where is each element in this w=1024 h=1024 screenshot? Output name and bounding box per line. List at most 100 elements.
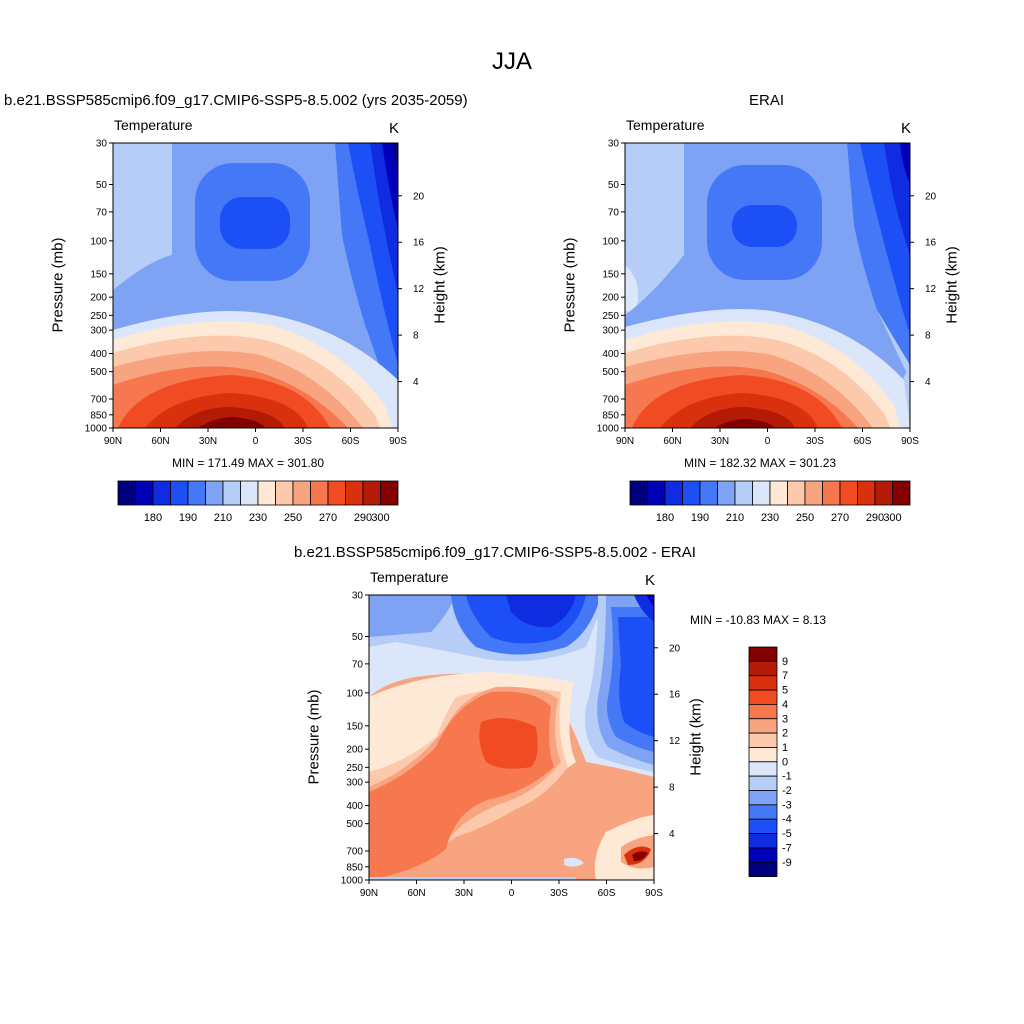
erai-y-axis-title: Pressure (mb) xyxy=(561,237,579,333)
diff-colorbar-label: 0 xyxy=(782,756,788,768)
model-x-tick-label: 30N xyxy=(199,436,217,447)
diff-colorbar-label: -9 xyxy=(782,857,792,869)
model-colorbar-box xyxy=(170,480,189,506)
model-colorbar-label: 250 xyxy=(284,512,302,524)
model-y-tick-label: 300 xyxy=(90,326,107,337)
model-colorbar-box xyxy=(275,480,294,506)
model-colorbar-box xyxy=(187,480,206,506)
erai-colorbar-label: 270 xyxy=(831,512,849,524)
model-colorbar-label: 300 xyxy=(371,512,389,524)
erai-y2-tick-label: 16 xyxy=(925,238,937,249)
model-contour-plot: 305070100150200250300400500700850100090N… xyxy=(85,139,425,448)
diff-colorbar-label: 1 xyxy=(782,742,788,754)
erai-colorbar-box xyxy=(682,480,701,506)
model-y-tick-label: 1000 xyxy=(85,424,108,435)
erai-x-tick-label: 30N xyxy=(711,436,729,447)
diff-colorbar-box xyxy=(748,818,778,834)
erai-x-tick-label: 90N xyxy=(616,436,634,447)
diff-x-tick-label: 90N xyxy=(360,888,378,899)
erai-minmax-label: MIN = 182.32 MAX = 301.23 xyxy=(684,456,837,470)
erai-y-tick-label: 50 xyxy=(608,180,620,191)
diff-colorbar-label: -2 xyxy=(782,785,792,797)
model-colorbar-box xyxy=(310,480,329,506)
erai-y-tick-label: 150 xyxy=(602,269,619,280)
erai-colorbar-box xyxy=(892,480,911,506)
model-x-tick-label: 90S xyxy=(389,436,407,447)
erai-colorbar-box xyxy=(664,480,683,506)
diff-x-tick-label: 0 xyxy=(509,888,515,899)
erai-x-tick-label: 90S xyxy=(901,436,919,447)
erai-colorbar-box xyxy=(647,480,666,506)
model-y2-tick-label: 12 xyxy=(413,284,425,295)
model-y-axis-title: Pressure (mb) xyxy=(49,237,67,333)
diff-variable-label: Temperature xyxy=(370,569,449,585)
diff-colorbar-label: -5 xyxy=(782,828,792,840)
diff-y-tick-label: 100 xyxy=(346,688,363,699)
diff-minmax-label: MIN = -10.83 MAX = 8.13 xyxy=(690,613,827,627)
diff-colorbar-box xyxy=(748,689,778,705)
diff-y-tick-label: 250 xyxy=(346,763,363,774)
erai-y-tick-label: 250 xyxy=(602,311,619,322)
model-colorbar-box xyxy=(205,480,224,506)
model-variable-label: Temperature xyxy=(114,117,193,133)
diff-colorbar-box xyxy=(748,646,778,662)
model-y2-tick-label: 16 xyxy=(413,238,425,249)
model-panel-title: b.e21.BSSP585cmip6.f09_g17.CMIP6-SSP5-8.… xyxy=(4,92,468,109)
diff-colorbar-label: 3 xyxy=(782,713,788,725)
erai-colorbar-box xyxy=(804,480,823,506)
erai-x-tick-label: 60S xyxy=(854,436,872,447)
diff-colorbar-box xyxy=(748,761,778,777)
model-y-tick-label: 700 xyxy=(90,395,107,406)
model-y-tick-label: 100 xyxy=(90,236,107,247)
erai-colorbar-box xyxy=(699,480,718,506)
model-colorbar-label: 230 xyxy=(249,512,267,524)
diff-y-tick-label: 300 xyxy=(346,778,363,789)
diff-y-tick-label: 1000 xyxy=(341,876,364,887)
diff-colorbar: 9 7 5 4 3 2 1 0 -1 -2 -3 -4 -5 -7 -9 xyxy=(748,646,792,878)
erai-y2-tick-label: 8 xyxy=(925,331,931,342)
diff-colorbar-label: -4 xyxy=(782,814,792,826)
diff-x-tick-label: 60N xyxy=(407,888,425,899)
model-colorbar-box xyxy=(380,480,399,506)
erai-y-tick-label: 30 xyxy=(608,139,620,150)
erai-colorbar-box xyxy=(787,480,806,506)
erai-colorbar-box xyxy=(717,480,736,506)
model-y-tick-label: 70 xyxy=(96,207,108,218)
erai-y2-tick-label: 4 xyxy=(925,377,931,388)
model-colorbar-label: 290 xyxy=(354,512,372,524)
diff-colorbar-box xyxy=(748,732,778,748)
diff-y2-tick-label: 16 xyxy=(669,690,681,701)
model-y-tick-label: 150 xyxy=(90,269,107,280)
erai-y-tick-label: 500 xyxy=(602,367,619,378)
erai-colorbar: 180 190 210 230 250 270 290 300 xyxy=(629,480,911,524)
erai-colorbar-label: 250 xyxy=(796,512,814,524)
diff-y2-tick-label: 8 xyxy=(669,783,675,794)
diff-colorbar-label: 5 xyxy=(782,685,788,697)
model-colorbar-box xyxy=(135,480,154,506)
diff-y-tick-label: 400 xyxy=(346,801,363,812)
model-x-tick-label: 0 xyxy=(253,436,259,447)
diff-y2-tick-label: 12 xyxy=(669,736,681,747)
diff-colorbar-box xyxy=(748,660,778,677)
erai-y-tick-label: 700 xyxy=(602,395,619,406)
model-colorbar-label: 180 xyxy=(144,512,162,524)
diff-colorbar-box xyxy=(748,833,778,849)
diff-colorbar-label: 9 xyxy=(782,656,788,668)
diff-contour-plot: 305070100150200250300400500700850100090N… xyxy=(341,591,681,900)
erai-units-label: K xyxy=(901,120,912,137)
erai-panel-title: ERAI xyxy=(749,92,785,109)
model-x-tick-label: 90N xyxy=(104,436,122,447)
diff-colorbar-label: 4 xyxy=(782,699,788,711)
model-y-tick-label: 30 xyxy=(96,139,108,150)
model-colorbar-box xyxy=(327,480,346,506)
erai-y-tick-label: 850 xyxy=(602,410,619,421)
diff-x-tick-label: 30S xyxy=(550,888,568,899)
erai-y-tick-label: 1000 xyxy=(597,424,620,435)
model-y-tick-label: 250 xyxy=(90,311,107,322)
model-y-tick-label: 500 xyxy=(90,367,107,378)
diff-y-tick-label: 150 xyxy=(346,721,363,732)
model-y-tick-label: 50 xyxy=(96,180,108,191)
diff-colorbar-box xyxy=(748,804,778,820)
diff-colorbar-box xyxy=(748,847,778,863)
diff-y-tick-label: 50 xyxy=(352,632,364,643)
